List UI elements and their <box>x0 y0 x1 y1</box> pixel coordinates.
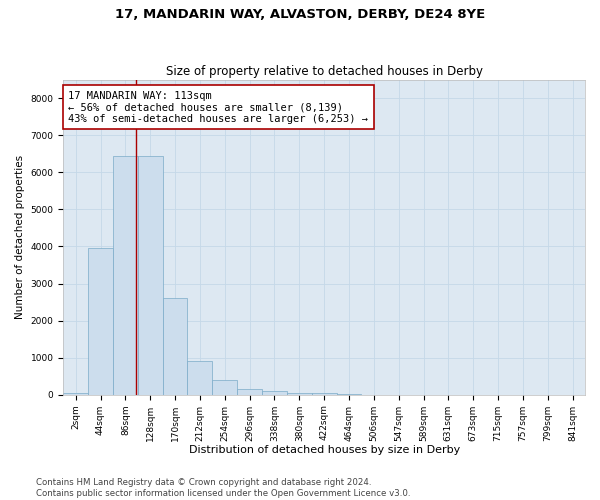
Bar <box>287 392 312 394</box>
Bar <box>237 389 262 394</box>
X-axis label: Distribution of detached houses by size in Derby: Distribution of detached houses by size … <box>188 445 460 455</box>
Bar <box>262 390 287 394</box>
Bar <box>113 156 138 394</box>
Bar <box>138 156 163 394</box>
Text: Contains HM Land Registry data © Crown copyright and database right 2024.
Contai: Contains HM Land Registry data © Crown c… <box>36 478 410 498</box>
Bar <box>163 298 187 394</box>
Text: 17 MANDARIN WAY: 113sqm
← 56% of detached houses are smaller (8,139)
43% of semi: 17 MANDARIN WAY: 113sqm ← 56% of detache… <box>68 90 368 124</box>
Bar <box>212 380 237 394</box>
Y-axis label: Number of detached properties: Number of detached properties <box>15 155 25 320</box>
Bar <box>88 248 113 394</box>
Text: 17, MANDARIN WAY, ALVASTON, DERBY, DE24 8YE: 17, MANDARIN WAY, ALVASTON, DERBY, DE24 … <box>115 8 485 20</box>
Bar <box>187 360 212 394</box>
Title: Size of property relative to detached houses in Derby: Size of property relative to detached ho… <box>166 66 482 78</box>
